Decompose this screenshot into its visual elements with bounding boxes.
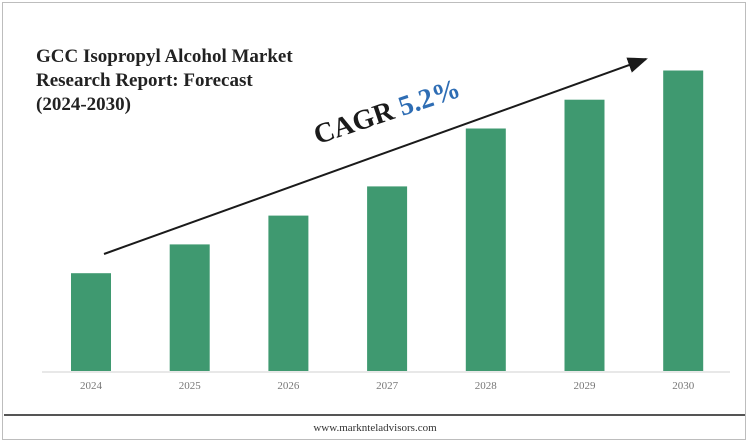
footer-website: www.marknteladvisors.com [313,422,437,434]
bars-group [71,70,704,371]
chart-frame [2,2,746,440]
bar-2030 [663,70,704,371]
x-tick-label-2028: 2028 [475,380,498,392]
x-tick-label-2025: 2025 [179,380,202,392]
bar-2028 [465,128,506,371]
bar-2027 [367,186,408,371]
x-tick-label-2029: 2029 [574,380,597,392]
bar-2026 [268,215,309,371]
x-tick-label-2024: 2024 [80,380,103,392]
trend-arrow [103,57,648,255]
x-tick-label-2030: 2030 [672,380,695,392]
chart-title-line-2: Research Report: Forecast [36,70,253,91]
bar-2029 [564,99,605,371]
chart-title-line-3: (2024-2030) [36,94,131,115]
chart-title: GCC Isopropyl Alcohol Market Research Re… [36,45,336,117]
x-tick-label-2027: 2027 [376,380,399,392]
chart-title-line-1: GCC Isopropyl Alcohol Market [36,46,293,67]
x-tick-labels: 2024 2025 2026 2027 2028 2029 2030 [80,380,695,392]
footer-divider [4,414,745,416]
bar-2024 [71,273,111,371]
x-tick-label-2026: 2026 [277,380,300,392]
bar-2025 [169,244,210,371]
